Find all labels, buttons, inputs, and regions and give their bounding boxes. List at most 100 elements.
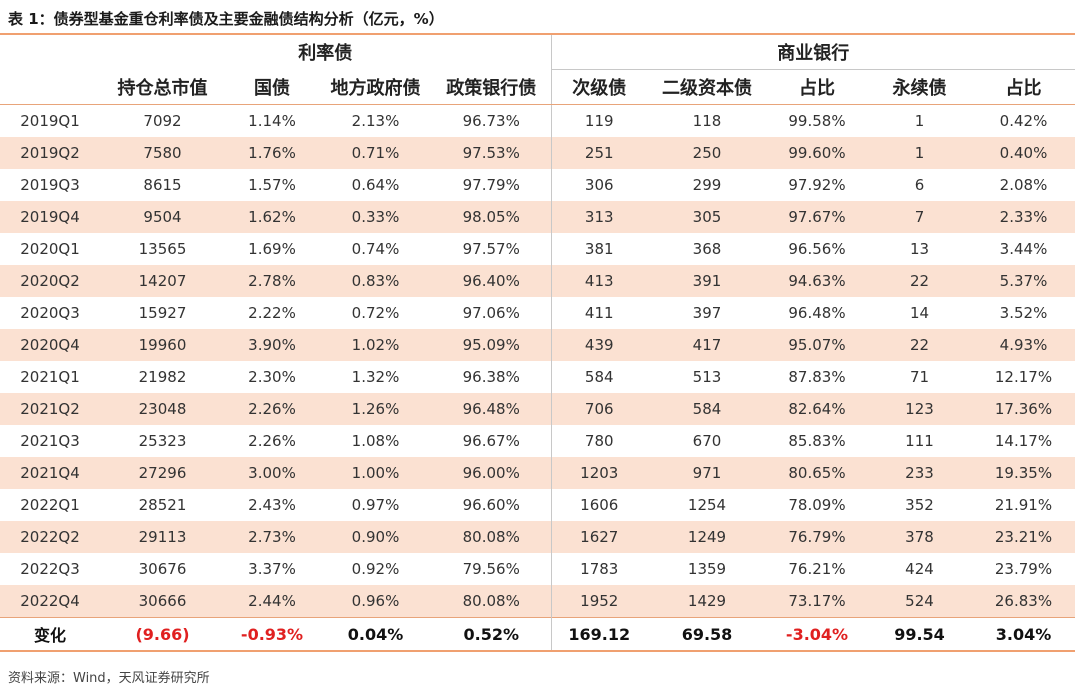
table-cell: 1203	[551, 457, 647, 489]
table-cell: 97.92%	[788, 176, 846, 194]
table-cell: 381	[584, 240, 614, 258]
table-cell: 0.71%	[319, 137, 432, 169]
col-header-policy-bank: 政策银行债	[432, 69, 552, 105]
table-row: 2020Q4 19960 3.90% 1.02% 95.09% 439 417 95.07% 2…	[0, 329, 1075, 361]
col-header-tier2-capital: 二级资本债	[647, 69, 767, 105]
table-cell: 251	[551, 137, 647, 169]
table-cell: 80.08%	[432, 585, 552, 618]
table-cell: 76.21%	[788, 560, 846, 578]
table-row: 2022Q3 30676 3.37% 0.92% 79.56% 1783 1359 76.21…	[0, 553, 1075, 585]
table-cell: 13565	[138, 240, 187, 258]
table-row: 2019Q2 7580 1.76% 0.71% 97.53% 251 250 99.60% 1 0…	[0, 137, 1075, 169]
table-cell: 4.93%	[972, 329, 1075, 361]
table-cell: 584	[584, 368, 614, 386]
table-cell: 2.43%	[248, 496, 296, 514]
table-cell: 111	[905, 432, 934, 450]
table-cell: 99.58%	[788, 112, 846, 130]
table-cell: 0.42%	[999, 112, 1048, 130]
table-cell: 3.00%	[225, 457, 319, 489]
col-header-share-1: 占比	[767, 69, 867, 105]
table-cell: 29113	[100, 521, 225, 553]
table-cell: 1606	[580, 496, 619, 514]
col-header-local-gov: 地方政府债	[319, 69, 432, 105]
table-cell: 1	[914, 112, 925, 130]
row-period: 2020Q2	[0, 265, 100, 297]
row-period: 2019Q4	[0, 201, 100, 233]
change-cell: 0.52%	[432, 617, 552, 652]
row-period: 2019Q2	[0, 137, 100, 169]
table-cell: 3.52%	[999, 304, 1048, 322]
table-cell: 21982	[138, 368, 187, 386]
table-cell: 2.78%	[225, 265, 319, 297]
table-row: 2020Q2 14207 2.78% 0.83% 96.40% 413 391 94.63% 2…	[0, 265, 1075, 297]
table-cell: 1.69%	[248, 240, 296, 258]
table-cell: 96.56%	[788, 240, 846, 258]
table-cell: 7092	[143, 112, 182, 130]
table-cell: 97.67%	[767, 201, 867, 233]
table-cell: 19.35%	[972, 457, 1075, 489]
table-cell: 306	[584, 176, 614, 194]
change-cell: -0.93%	[225, 617, 319, 652]
table-cell: 23048	[100, 393, 225, 425]
table-cell: 397	[692, 304, 722, 322]
table-cell: 0.90%	[319, 521, 432, 553]
table-cell: 96.60%	[432, 489, 552, 521]
table-cell: 0.74%	[351, 240, 400, 258]
group-commercial-banks: 商业银行	[551, 35, 1075, 70]
row-period: 2019Q1	[20, 112, 80, 130]
table-cell: 23.79%	[994, 560, 1053, 578]
table-cell: 417	[647, 329, 767, 361]
row-period: 2022Q2	[0, 521, 100, 553]
table-cell: 80.08%	[432, 521, 552, 553]
row-period: 2020Q4	[0, 329, 100, 361]
table-cell: 313	[551, 201, 647, 233]
table-cell: 6	[914, 176, 925, 194]
table-row: 2019Q3 8615 1.57% 0.64% 97.79% 306 299 97.92% 6 2…	[0, 169, 1075, 201]
table-row: 2021Q1 21982 2.30% 1.32% 96.38% 584 513 87.83% 7…	[0, 361, 1075, 393]
table-cell: 27296	[100, 457, 225, 489]
column-header-row: 持仓总市值 国债 地方政府债 政策银行债 次级债 二级资本债 占比 永续债 占比	[0, 69, 1075, 105]
change-row: 变化 (9.66) -0.93% 0.04% 0.52% 169.12 69.58 -3.04…	[0, 617, 1075, 652]
table-cell: 0.92%	[351, 560, 400, 578]
table-cell: 391	[647, 265, 767, 297]
table-cell: 119	[584, 112, 614, 130]
table-cell: 513	[692, 368, 722, 386]
table-cell: 30676	[138, 560, 187, 578]
table-cell: 3.44%	[999, 240, 1048, 258]
table-cell: 99.60%	[767, 137, 867, 169]
table-row: 2021Q2 23048 2.26% 1.26% 96.48% 706 584 82.64% 1…	[0, 393, 1075, 425]
table-cell: 23.21%	[972, 521, 1075, 553]
change-cell: -3.04%	[767, 617, 867, 652]
col-header-subordinated: 次级债	[551, 69, 647, 105]
table-cell: 80.65%	[767, 457, 867, 489]
table-cell: 96.48%	[788, 304, 846, 322]
table-cell: 3.37%	[248, 560, 296, 578]
table-cell: 2.26%	[225, 393, 319, 425]
table-cell: 0.83%	[319, 265, 432, 297]
table-cell: 79.56%	[432, 553, 552, 585]
row-period: 2020Q3	[20, 304, 80, 322]
change-cell: 0.04%	[319, 617, 432, 652]
table-cell: 2.30%	[248, 368, 296, 386]
table-cell: 0.72%	[351, 304, 400, 322]
table-cell: 1254	[687, 496, 727, 514]
top-rule	[0, 33, 1075, 35]
table-cell: 26.83%	[972, 585, 1075, 618]
change-cell: 99.54	[867, 617, 972, 652]
table-cell: 76.79%	[767, 521, 867, 553]
table-row: 2020Q1 13565 1.69% 0.74% 97.57% 381 368 96.56% 1…	[0, 233, 1075, 265]
table-cell: 97.06%	[432, 297, 552, 329]
table-cell: 1249	[647, 521, 767, 553]
table-cell: 95.09%	[432, 329, 552, 361]
table-cell: 352	[905, 496, 934, 514]
table-cell: 17.36%	[972, 393, 1075, 425]
table-cell: 439	[551, 329, 647, 361]
change-cell: 169.12	[551, 617, 647, 652]
table-cell: 14	[909, 304, 930, 322]
row-period: 2022Q4	[0, 585, 100, 618]
table-cell: 25323	[138, 432, 187, 450]
col-header-market-value: 持仓总市值	[100, 69, 225, 105]
table-cell: 1.00%	[319, 457, 432, 489]
table-cell: 0.96%	[319, 585, 432, 618]
table-row: 2021Q3 25323 2.26% 1.08% 96.67% 780 670 85.83% 1…	[0, 425, 1075, 457]
